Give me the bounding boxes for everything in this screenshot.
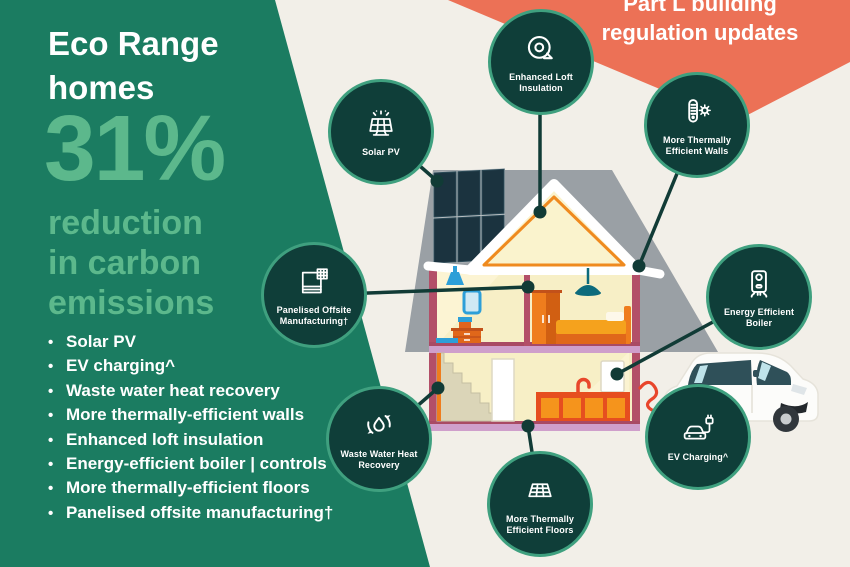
solar-panel-icon — [362, 106, 400, 144]
badge-energy-efficient-boiler: Energy Efficient Boiler — [706, 244, 812, 350]
bathroom-furniture — [436, 266, 483, 343]
badge-label: Enhanced Loft Insulation — [509, 71, 573, 93]
badge-label: EV Charging^ — [667, 452, 729, 463]
badge-label: More Thermally Efficient Walls — [663, 134, 731, 156]
bedroom-furniture — [530, 268, 631, 344]
stat-caption-line2: in carbon — [48, 244, 202, 282]
badge-solar-pv: Solar PV — [328, 79, 434, 185]
bullet-icon: • — [48, 382, 54, 400]
badge-ev-charging: EV Charging^ — [645, 384, 751, 490]
badge-label: Waste Water Heat Recovery — [340, 448, 418, 470]
wall-panel-icon — [295, 264, 333, 302]
stat-caption-line1: reduction — [48, 204, 203, 242]
list-item: • Panelised offsite manufacturing† — [48, 501, 333, 525]
badge-panelised-offsite-manufacturing: Panelised Offsite Manufacturing† — [261, 242, 367, 348]
stat-caption: reduction in carbon emissions — [48, 203, 214, 323]
badge-label: Energy Efficient Boiler — [723, 306, 795, 328]
badge-waste-water-heat-recovery: Waste Water Heat Recovery — [326, 386, 432, 492]
bullet-icon: • — [48, 358, 54, 376]
bullet-icon: • — [48, 334, 54, 351]
car-plug-icon — [679, 411, 717, 449]
bullet-icon: • — [48, 504, 54, 522]
bullet-icon: • — [48, 431, 54, 449]
list-item: • More thermally-efficient walls — [48, 403, 333, 427]
ground-floor-furniture — [436, 352, 630, 422]
feature-bullet-list: • Solar PV • EV charging^ • Waste water hea… — [48, 330, 333, 525]
title-line1: Eco Range — [48, 25, 219, 62]
list-item: • Waste water heat recovery — [48, 379, 333, 403]
banner-line2: regulation updates — [601, 20, 799, 45]
badge-label: More Thermally Efficient Floors — [506, 513, 574, 535]
thermometer-sun-icon — [678, 94, 716, 132]
connector-dots — [430, 174, 646, 433]
banner-line1: Part L building — [623, 0, 777, 16]
insulation-roll-icon — [522, 31, 560, 69]
badge-more-thermally-efficient-walls: More Thermally Efficient Walls — [644, 72, 750, 178]
bullet-icon: • — [48, 480, 54, 498]
list-item: • Energy-efficient boiler | controls — [48, 452, 333, 476]
stat-value: 31% — [44, 96, 226, 200]
badge-enhanced-loft-insulation: Enhanced Loft Insulation — [488, 9, 594, 115]
floor-grid-icon — [521, 473, 559, 511]
badge-more-thermally-efficient-floors: More Thermally Efficient Floors — [487, 451, 593, 557]
water-drop-cycle-icon — [360, 408, 398, 446]
page-title: Eco Range homes — [48, 22, 308, 110]
stat-caption-line3: emissions — [48, 284, 215, 322]
badge-label: Solar PV — [362, 147, 400, 158]
list-item: • EV charging^ — [48, 354, 333, 378]
bullet-icon: • — [48, 456, 54, 474]
part-l-banner: Part L building regulation updates — [560, 0, 840, 47]
list-item: • More thermally-efficient floors — [48, 476, 333, 500]
list-item: • Solar PV — [48, 330, 333, 354]
boiler-icon — [740, 266, 778, 304]
badge-label: Panelised Offsite Manufacturing† — [276, 304, 352, 326]
title-line2: homes — [48, 69, 155, 106]
list-item: • Enhanced loft insulation — [48, 428, 333, 452]
bullet-icon: • — [48, 407, 54, 425]
